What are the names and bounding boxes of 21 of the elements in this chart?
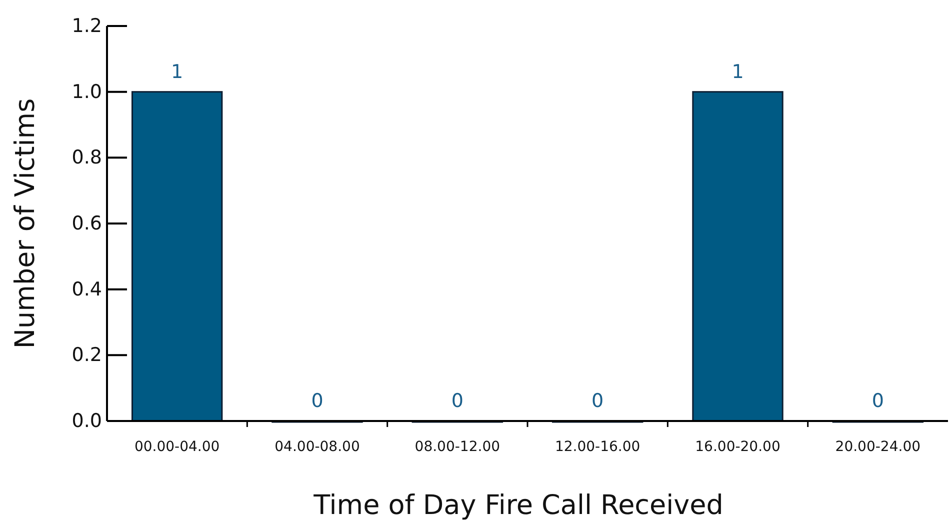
y-tick-label: 0.0 [72, 410, 102, 432]
data-label: 0 [311, 390, 324, 412]
y-tick-label: 0.8 [72, 146, 102, 169]
x-tick-label: 08.00-12.00 [414, 439, 500, 455]
y-tick-label: 0.2 [72, 344, 102, 366]
data-label: 1 [171, 60, 184, 83]
data-label: 0 [451, 390, 464, 412]
data-label: 1 [732, 60, 744, 83]
x-tick-label: 20.00-24.00 [835, 439, 921, 455]
x-tick-label: 04.00-08.00 [274, 439, 360, 455]
x-tick-label: 16.00-20.00 [695, 439, 780, 455]
y-tick-label: 0.6 [72, 212, 102, 234]
y-tick-label: 1.0 [72, 80, 102, 103]
data-label: 0 [872, 390, 884, 412]
y-axis-title: Number of Victims [10, 98, 41, 349]
x-axis-title: Time of Day Fire Call Received [312, 490, 724, 521]
y-tick-label: 0.4 [72, 278, 102, 300]
y-tick-label: 1.2 [72, 15, 102, 37]
data-label: 0 [592, 390, 604, 412]
x-tick-label: 12.00-16.00 [554, 439, 640, 455]
x-tick-label: 00.00-04.00 [134, 439, 220, 455]
